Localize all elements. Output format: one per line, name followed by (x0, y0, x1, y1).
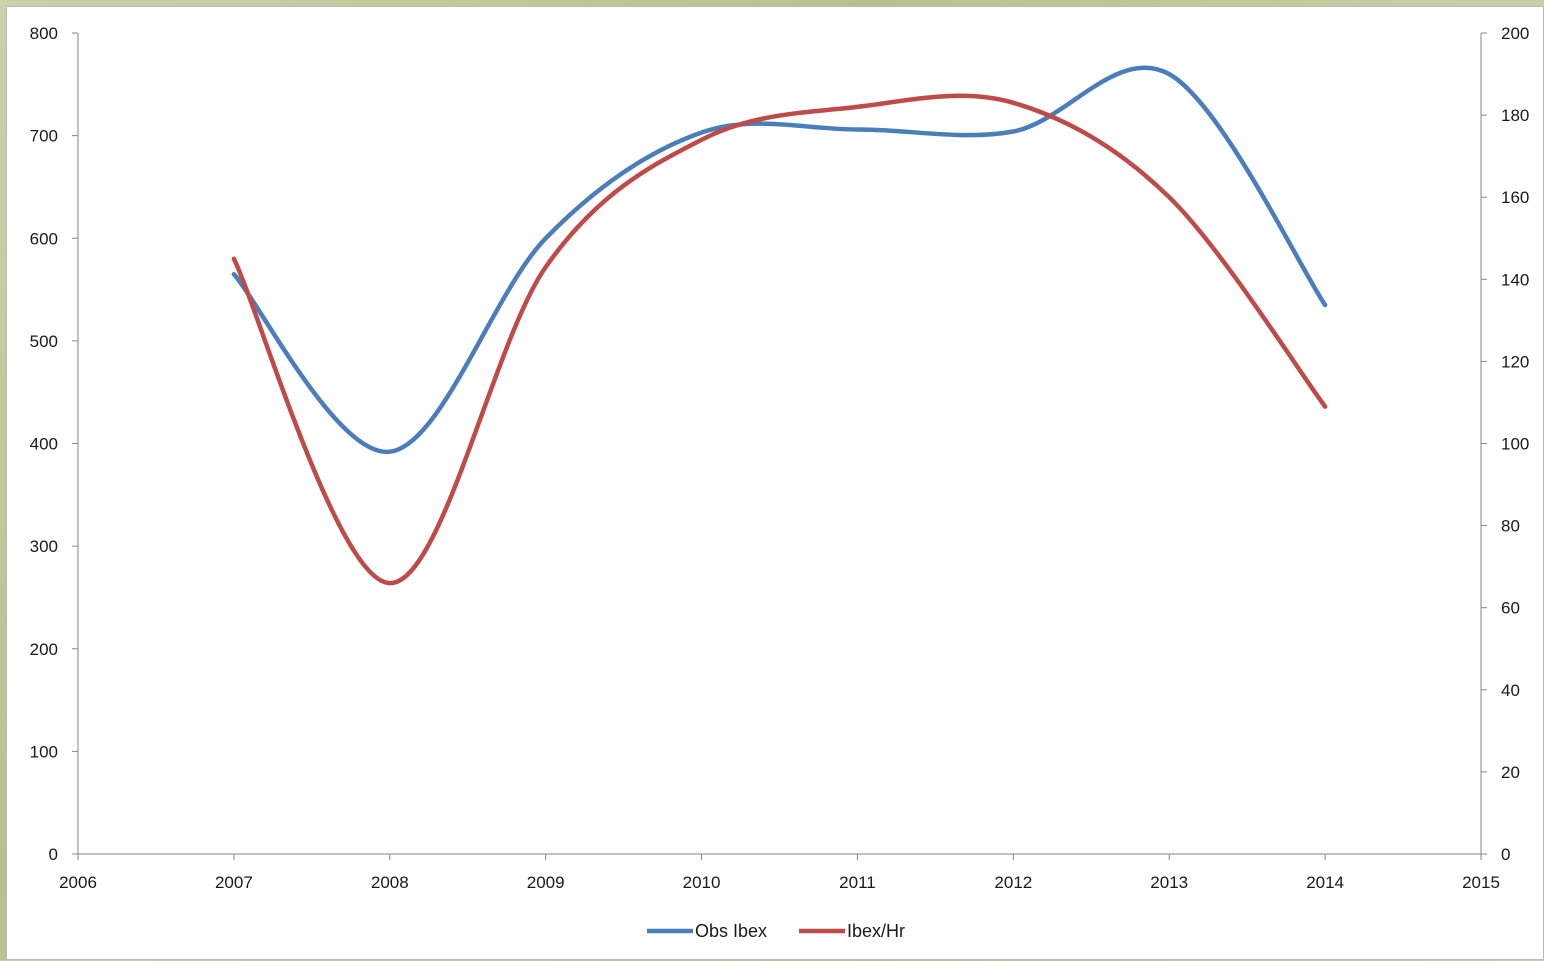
y2-tick-label: 140 (1501, 270, 1529, 289)
y2-tick-label: 200 (1501, 24, 1529, 43)
x-tick-label: 2012 (994, 873, 1032, 892)
y-tick-label: 700 (30, 127, 58, 146)
y2-tick-label: 40 (1501, 681, 1520, 700)
x-tick-label: 2009 (527, 873, 565, 892)
x-tick-label: 2010 (683, 873, 721, 892)
series-line-ibex-hr (231, 93, 1328, 586)
y2-tick-label: 180 (1501, 106, 1529, 125)
x-tick-label: 2011 (839, 873, 876, 892)
y-tick-label: 800 (30, 24, 58, 43)
x-tick-label: 2008 (371, 873, 409, 892)
x-tick-label: 2015 (1462, 873, 1500, 892)
chart-svg: 0 100 200 300 400 500 600 700 800 0 20 40 60 80 100 120… (30, 24, 1530, 941)
chart-legend: Obs Ibex Ibex/Hr (647, 921, 905, 941)
y-tick-label: 100 (30, 742, 58, 761)
y-tick-label: 0 (49, 845, 58, 864)
chart-axes: 0 100 200 300 400 500 600 700 800 0 20 40 60 80 100 120… (30, 24, 1530, 892)
y2-tick-label: 100 (1501, 435, 1529, 454)
x-tick-label: 2014 (1306, 873, 1344, 892)
y-tick-label: 300 (30, 537, 58, 556)
y-tick-label: 500 (30, 332, 58, 351)
y-tick-label: 600 (30, 229, 58, 248)
chart-lines (231, 65, 1328, 586)
series-line-obs-ibex (231, 65, 1328, 454)
y2-tick-label: 20 (1501, 763, 1520, 782)
y2-tick-label: 0 (1501, 845, 1510, 864)
x-tick-label: 2013 (1150, 873, 1188, 892)
y2-tick-label: 160 (1501, 188, 1529, 207)
y-tick-label: 200 (30, 640, 58, 659)
x-tick-label: 2006 (59, 873, 97, 892)
x-tick-label: 2007 (215, 873, 253, 892)
y-tick-label: 400 (30, 435, 58, 454)
legend-label-obs-ibex: Obs Ibex (695, 921, 767, 941)
y2-tick-label: 60 (1501, 599, 1520, 618)
y2-tick-label: 80 (1501, 517, 1520, 536)
chart-frame: 0 100 200 300 400 500 600 700 800 0 20 40 60 80 100 120… (6, 6, 1544, 960)
y2-tick-label: 120 (1501, 352, 1529, 371)
legend-label-ibex-hr: Ibex/Hr (847, 921, 905, 941)
